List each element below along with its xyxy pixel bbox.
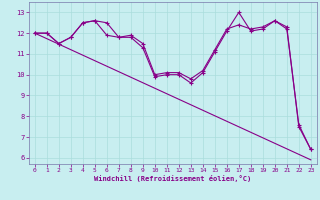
X-axis label: Windchill (Refroidissement éolien,°C): Windchill (Refroidissement éolien,°C)	[94, 175, 252, 182]
